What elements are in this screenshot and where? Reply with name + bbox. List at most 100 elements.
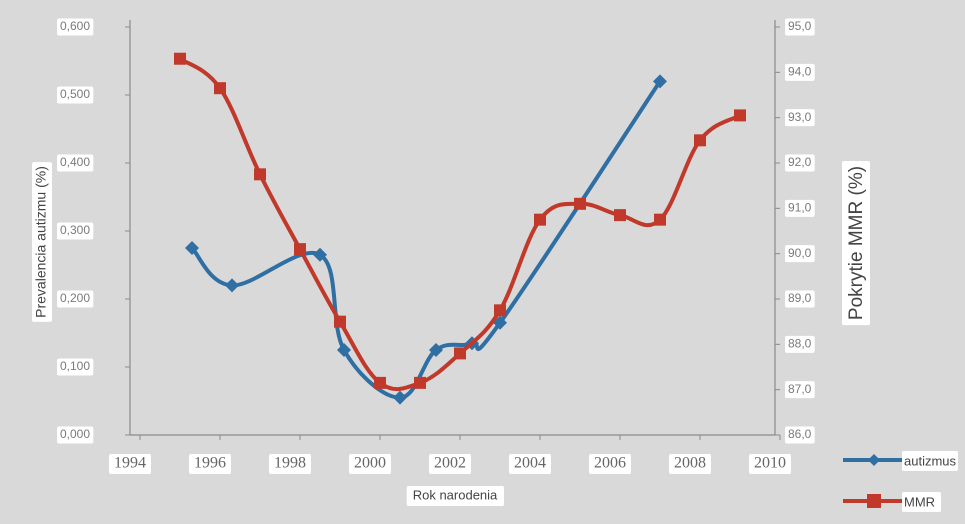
left-y-tick-label: 0,300	[60, 223, 90, 237]
right-y-tick-label: 90,0	[788, 246, 812, 260]
right-y-tick-label-box	[785, 245, 815, 263]
data-point-mmr	[374, 376, 386, 389]
x-tick-label-box	[509, 454, 551, 474]
legend-marker-square	[867, 494, 881, 508]
left-y-title-group: Prevalencia autizmu (%)	[32, 162, 52, 322]
legend-label-autizmus: autizmus	[904, 453, 957, 468]
x-tick-label-box	[669, 454, 711, 474]
right-y-tick-label-box	[785, 381, 815, 399]
x-tick-label-group: 2006	[589, 454, 631, 474]
x-tick-label-box	[749, 454, 791, 474]
left-y-tick-label-box	[57, 222, 94, 240]
right-y-tick-label: 92,0	[788, 155, 812, 169]
legend-marker-diamond	[868, 454, 880, 466]
data-point-mmr	[294, 243, 306, 256]
right-y-tick-label-group: 93,0	[785, 109, 815, 127]
right-y-tick-label-group: 95,0	[785, 18, 815, 36]
right-y-tick-label: 87,0	[788, 382, 812, 396]
x-tick-label-group: 2010	[749, 454, 791, 474]
x-tick-label-group: 1996	[189, 454, 231, 474]
legend-item-mmr: MMR	[843, 492, 942, 512]
x-tick-label-group: 1998	[269, 454, 311, 474]
data-point-mmr	[454, 347, 466, 360]
right-y-tick-label-box	[785, 109, 815, 127]
right-y-tick-label-box	[785, 335, 815, 353]
left-y-axis-title: Prevalencia autizmu (%)	[33, 166, 49, 318]
left-y-tick-label-box	[57, 358, 94, 376]
x-tick-label-group: 2008	[669, 454, 711, 474]
x-axis-title-group: Rok narodenia	[406, 486, 505, 506]
left-y-tick-label-group: 0,300	[57, 222, 94, 240]
left-y-title-box	[32, 162, 52, 322]
left-y-tick-label: 0,200	[60, 291, 90, 305]
x-axis-title: Rok narodenia	[413, 487, 498, 502]
right-y-tick-label: 95,0	[788, 19, 812, 33]
right-y-tick-label: 93,0	[788, 110, 812, 124]
data-point-mmr	[494, 304, 506, 317]
legend-label-mmr: MMR	[904, 494, 935, 509]
legend-item-autizmus: autizmus	[843, 451, 958, 471]
x-tick-label: 2004	[514, 455, 546, 472]
data-point-mmr	[174, 52, 186, 65]
right-y-tick-label-box	[785, 426, 815, 444]
x-axis-title-box	[406, 486, 505, 506]
legend-label-box	[902, 492, 942, 512]
series-line-autizmus	[190, 79, 662, 400]
data-point-autizmus	[337, 343, 351, 357]
right-y-tick-label-box	[785, 63, 815, 81]
x-tick-label: 1994	[114, 455, 146, 472]
x-tick-label-box	[109, 454, 151, 474]
right-y-tick-label-box	[785, 290, 815, 308]
x-tick-label: 1998	[274, 455, 306, 472]
right-y-axis-title: Pokrytie MMR (%)	[846, 166, 867, 320]
data-point-mmr	[734, 109, 746, 122]
right-y-tick-label-group: 94,0	[785, 63, 815, 81]
x-tick-label-box	[349, 454, 391, 474]
left-y-tick-label-box	[57, 290, 94, 308]
data-point-mmr	[534, 213, 546, 226]
left-y-tick-label: 0,000	[60, 427, 90, 441]
right-y-tick-label-group: 89,0	[785, 290, 815, 308]
right-y-title-box	[842, 160, 870, 326]
left-y-tick-label-box	[57, 18, 94, 36]
data-point-mmr	[334, 315, 346, 328]
data-point-mmr	[414, 376, 426, 389]
x-tick-label-group: 2004	[509, 454, 551, 474]
right-y-title-group: Pokrytie MMR (%)	[842, 160, 870, 326]
x-tick-label: 2006	[594, 455, 626, 472]
left-y-tick-label-group: 0,100	[57, 358, 94, 376]
series-autizmus	[185, 74, 667, 405]
right-y-tick-label-group: 88,0	[785, 335, 815, 353]
x-tick-label: 2010	[754, 455, 786, 472]
data-point-autizmus	[393, 390, 407, 405]
right-y-tick-label-group: 91,0	[785, 199, 815, 217]
data-point-autizmus	[313, 247, 327, 262]
left-y-tick-label-group: 0,600	[57, 18, 94, 36]
right-y-tick-label-box	[785, 199, 815, 217]
left-y-tick-label: 0,600	[60, 19, 90, 33]
data-point-autizmus	[653, 74, 667, 89]
data-point-mmr	[654, 213, 666, 226]
left-y-tick-label-box	[57, 86, 94, 104]
right-y-tick-label: 89,0	[788, 291, 812, 305]
x-tick-label: 2000	[354, 455, 386, 472]
left-y-tick-label-group: 0,200	[57, 290, 94, 308]
left-y-tick-label: 0,400	[60, 155, 90, 169]
data-point-mmr	[254, 168, 266, 181]
x-tick-label-group: 2000	[349, 454, 391, 474]
right-y-tick-label-box	[785, 154, 815, 172]
x-tick-label-group: 2002	[429, 454, 471, 474]
data-point-autizmus	[225, 278, 239, 293]
data-point-mmr	[214, 82, 226, 95]
right-y-tick-label-group: 92,0	[785, 154, 815, 172]
data-point-mmr	[614, 209, 626, 222]
legend-label-box	[902, 451, 958, 471]
x-tick-label-box	[269, 454, 311, 474]
x-tick-label-box	[429, 454, 471, 474]
right-y-tick-label: 91,0	[788, 201, 812, 215]
data-point-autizmus	[185, 241, 199, 255]
x-tick-label: 2008	[674, 455, 706, 472]
series-mmr	[174, 52, 746, 392]
x-tick-label-box	[189, 454, 231, 474]
